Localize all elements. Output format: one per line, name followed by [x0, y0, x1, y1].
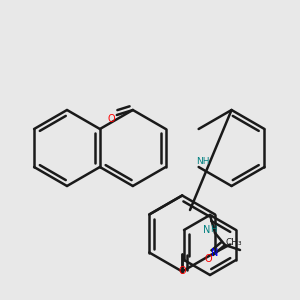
Text: NH: NH [196, 158, 209, 166]
Text: O: O [178, 266, 186, 277]
Text: CH₃: CH₃ [226, 238, 242, 247]
Text: O: O [204, 254, 212, 264]
Text: N: N [212, 248, 219, 257]
Text: H: H [210, 224, 216, 233]
Text: N: N [203, 225, 211, 235]
Text: O: O [107, 114, 115, 124]
